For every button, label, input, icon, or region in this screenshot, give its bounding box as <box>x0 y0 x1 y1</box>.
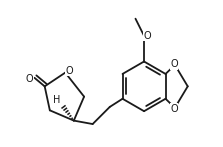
Text: O: O <box>170 59 178 69</box>
Text: O: O <box>25 75 33 85</box>
Text: O: O <box>170 104 178 114</box>
Text: O: O <box>144 31 151 41</box>
Text: O: O <box>66 66 73 76</box>
Text: H: H <box>53 95 60 105</box>
